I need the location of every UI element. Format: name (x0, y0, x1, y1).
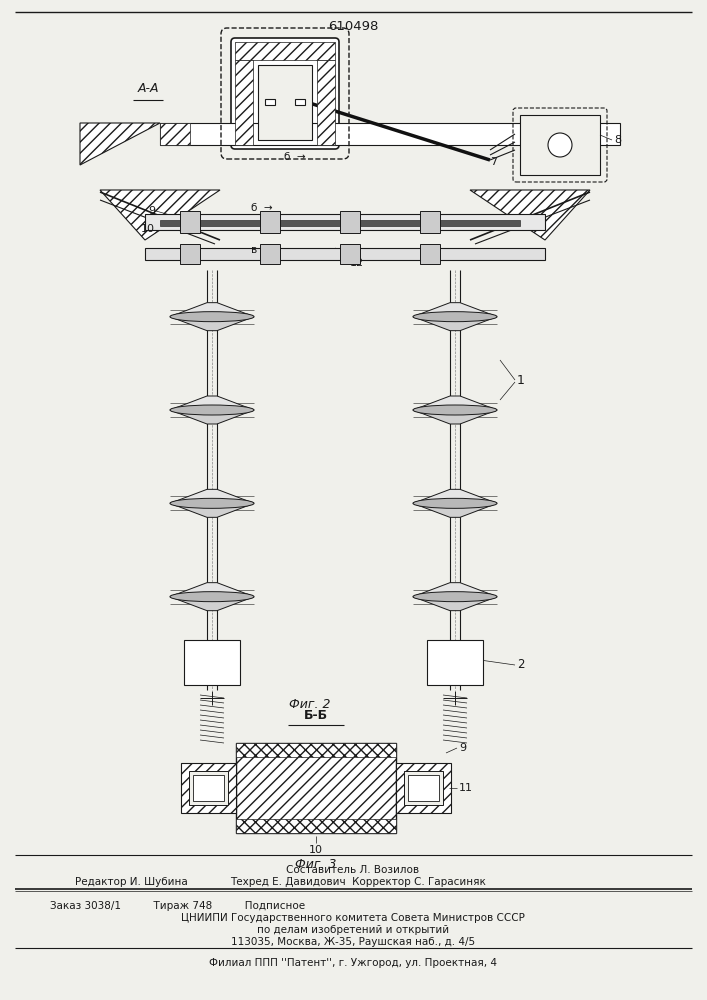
Text: 113035, Москва, Ж-35, Раушская наб., д. 4/5: 113035, Москва, Ж-35, Раушская наб., д. … (231, 937, 475, 947)
Ellipse shape (413, 498, 497, 508)
Bar (145, 214, 545, 230)
Polygon shape (100, 190, 220, 240)
Polygon shape (170, 489, 254, 503)
Text: 7: 7 (490, 157, 497, 167)
Bar (260, 244, 280, 264)
Bar (340, 244, 360, 264)
Polygon shape (170, 303, 254, 317)
Polygon shape (170, 583, 254, 597)
Bar (145, 248, 545, 260)
Polygon shape (170, 410, 254, 424)
Bar (181, 763, 236, 813)
Bar (193, 775, 224, 801)
Bar (236, 743, 396, 757)
Bar (396, 763, 451, 813)
Bar (160, 123, 190, 145)
Text: 12: 12 (350, 258, 364, 268)
FancyBboxPatch shape (231, 38, 339, 149)
Text: 10: 10 (309, 845, 323, 855)
Bar (427, 640, 483, 685)
Text: в  →: в → (251, 245, 273, 255)
Polygon shape (470, 190, 590, 240)
Bar (404, 771, 443, 805)
Bar (184, 640, 240, 685)
Ellipse shape (170, 592, 254, 602)
Bar (258, 65, 312, 140)
Text: 9: 9 (459, 743, 466, 753)
Ellipse shape (170, 312, 254, 322)
Text: Фиг. 3: Фиг. 3 (296, 858, 337, 871)
Ellipse shape (413, 405, 497, 415)
Text: A-A: A-A (137, 82, 159, 95)
Polygon shape (170, 317, 254, 331)
Text: по делам изобретений и открытий: по делам изобретений и открытий (257, 925, 449, 935)
Polygon shape (413, 303, 497, 317)
Polygon shape (413, 503, 497, 517)
Text: Филиал ППП ''Патент'', г. Ужгород, ул. Проектная, 4: Филиал ППП ''Патент'', г. Ужгород, ул. П… (209, 958, 497, 968)
Polygon shape (413, 489, 497, 503)
Bar (340, 211, 360, 233)
Polygon shape (413, 410, 497, 424)
Bar (260, 211, 280, 233)
Text: 610498: 610498 (328, 20, 378, 33)
Text: Фиг. 2: Фиг. 2 (289, 698, 331, 712)
Text: 10: 10 (141, 224, 155, 234)
Text: 9: 9 (148, 206, 155, 216)
Text: б  →: б → (284, 152, 306, 162)
Bar (189, 771, 228, 805)
Polygon shape (413, 396, 497, 410)
Bar (408, 775, 439, 801)
Bar (160, 123, 620, 145)
Text: Редактор И. Шубина: Редактор И. Шубина (75, 877, 188, 887)
Text: Б-Б: Б-Б (304, 709, 328, 722)
Polygon shape (80, 123, 160, 165)
Text: 8: 8 (614, 135, 621, 145)
Bar (236, 819, 396, 833)
Text: ЦНИИПИ Государственного комитета Совета Министров СССР: ЦНИИПИ Государственного комитета Совета … (181, 913, 525, 923)
Ellipse shape (170, 498, 254, 508)
Text: Составитель Л. Возилов: Составитель Л. Возилов (286, 865, 419, 875)
Bar (180, 244, 200, 264)
Bar (520, 115, 600, 175)
Bar (235, 42, 335, 60)
Bar (265, 99, 275, 105)
Polygon shape (413, 597, 497, 611)
Bar (317, 60, 335, 145)
Text: 11: 11 (459, 783, 473, 793)
Text: 1: 1 (517, 373, 525, 386)
Text: 2: 2 (517, 658, 525, 672)
Bar (235, 60, 253, 145)
Bar (236, 743, 396, 833)
Ellipse shape (170, 405, 254, 415)
Ellipse shape (413, 312, 497, 322)
Text: Техред Е. Давидович  Корректор С. Гарасиняк: Техред Е. Давидович Корректор С. Гарасин… (230, 877, 486, 887)
Circle shape (548, 133, 572, 157)
Polygon shape (170, 597, 254, 611)
Bar (160, 220, 520, 226)
Bar (295, 99, 305, 105)
Bar (420, 244, 440, 264)
Bar (420, 211, 440, 233)
Polygon shape (170, 503, 254, 517)
Text: Заказ 3038/1          Тираж 748          Подписное: Заказ 3038/1 Тираж 748 Подписное (50, 901, 305, 911)
Bar (180, 211, 200, 233)
Text: б  →: б → (251, 203, 273, 213)
Polygon shape (170, 396, 254, 410)
Polygon shape (413, 317, 497, 331)
Ellipse shape (413, 592, 497, 602)
Polygon shape (413, 583, 497, 597)
